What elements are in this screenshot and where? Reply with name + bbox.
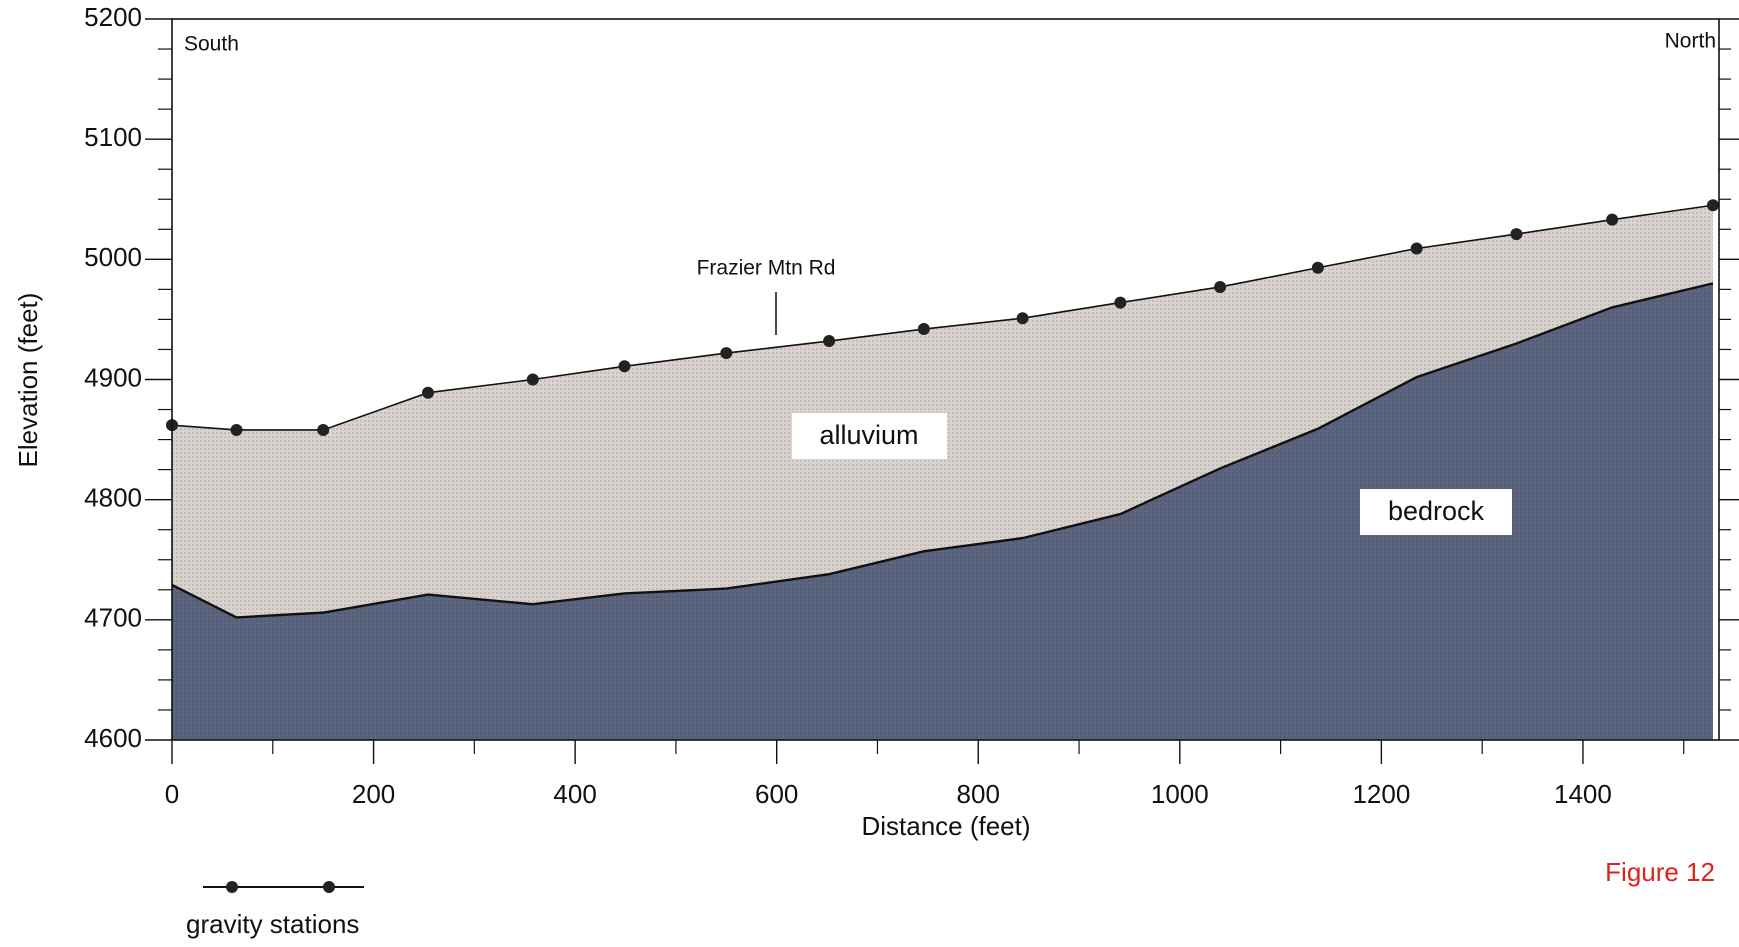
bedrock-label: bedrock (1388, 496, 1485, 526)
south-label: South (184, 33, 239, 56)
x-axis-label: Distance (feet) (861, 811, 1030, 841)
gravity-station (619, 360, 631, 372)
y-tick-label: 4800 (84, 483, 142, 513)
y-tick-label: 5000 (84, 242, 142, 272)
gravity-station (1214, 281, 1226, 293)
gravity-station (422, 387, 434, 399)
x-tick-label: 400 (553, 779, 596, 809)
legend-dot (226, 881, 238, 893)
y-tick-label: 4900 (84, 362, 142, 392)
y-tick-label: 5100 (84, 122, 142, 152)
y-tick-label: 4700 (84, 603, 142, 633)
y-tick-label: 4600 (84, 723, 142, 753)
gravity-station (317, 424, 329, 436)
legend-label: gravity stations (186, 909, 359, 939)
gravity-station (1114, 297, 1126, 309)
legend-dot (323, 881, 335, 893)
x-tick-label: 0 (165, 779, 179, 809)
y-axis-label: Elevation (feet) (13, 293, 43, 468)
x-tick-label: 200 (352, 779, 395, 809)
y-tick-label: 5200 (84, 2, 142, 32)
figure-label: Figure 12 (1605, 857, 1715, 887)
gravity-station (1510, 228, 1522, 240)
x-tick-label: 1400 (1554, 779, 1612, 809)
gravity-station (231, 424, 243, 436)
gravity-station (527, 374, 539, 386)
page: {"chart_data": {"type": "area", "x_label… (0, 0, 1739, 947)
gravity-station (1707, 199, 1719, 211)
gravity-station (1411, 243, 1423, 255)
x-tick-label: 1200 (1352, 779, 1410, 809)
x-tick-label: 600 (755, 779, 798, 809)
gravity-station (720, 347, 732, 359)
road-label: Frazier Mtn Rd (697, 257, 836, 280)
gravity-station (918, 323, 930, 335)
gravity-station (1312, 262, 1324, 274)
gravity-station (1606, 214, 1618, 226)
x-tick-label: 1000 (1151, 779, 1209, 809)
gravity-station (1017, 312, 1029, 324)
x-tick-label: 800 (957, 779, 1000, 809)
alluvium-label: alluvium (819, 420, 918, 450)
north-label: North (1665, 30, 1716, 53)
chart: Distance (feet) Elevation (feet) South N… (0, 0, 1739, 947)
gravity-station (823, 335, 835, 347)
